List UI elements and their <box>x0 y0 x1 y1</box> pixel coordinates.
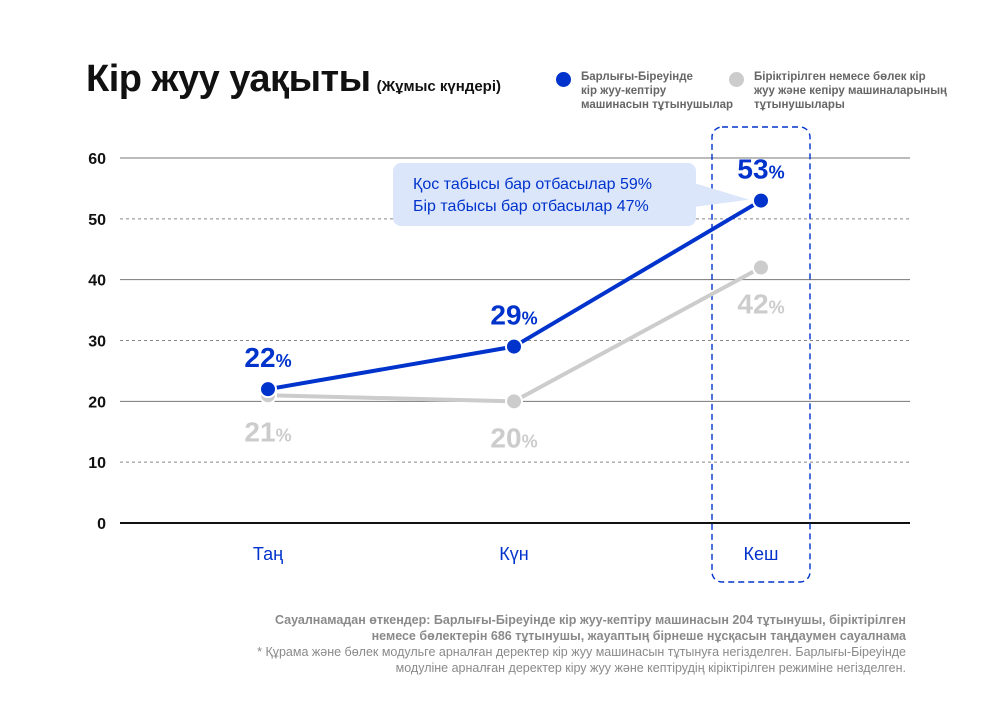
data-label: 29% <box>490 300 537 331</box>
y-tick-label: 30 <box>88 334 106 351</box>
callout-pointer <box>694 183 749 207</box>
callout-line: Қос табысы бар отбасылар 59% <box>413 176 652 193</box>
chart-subtitle: (Жұмыс күндері) <box>376 78 502 95</box>
data-point <box>505 337 523 356</box>
data-label: 53% <box>737 154 784 185</box>
data-label: 21% <box>244 416 291 447</box>
legend-label-separate: Біріктірілген немесе бөлек кір жуу және … <box>754 71 947 111</box>
data-point <box>752 258 770 277</box>
legend-label-all-in-one: Барлығы-Біреуінде кір жуу-кептіру машина… <box>581 71 734 111</box>
highlight-box <box>711 126 811 583</box>
x-tick-label: Кеш <box>744 544 779 564</box>
legend-item-separate: Біріктірілген немесе бөлек кір жуу және … <box>729 70 947 112</box>
callout: Қос табысы бар отбасылар 59% Бір табысы б… <box>393 163 749 226</box>
legend-marker-blue <box>556 72 571 87</box>
x-tick-label: Күн <box>499 544 528 564</box>
data-label: 42% <box>737 289 784 320</box>
y-tick-label: 20 <box>88 394 106 411</box>
y-tick-label: 40 <box>88 273 106 290</box>
data-point <box>259 380 277 399</box>
footnote: Сауалнамадан өткендер: Барлығы-Біреуінде… <box>257 612 906 676</box>
callout-line: Бір табысы бар отбасылар 47% <box>413 198 649 215</box>
legend-marker-gray <box>729 72 744 87</box>
series-line <box>266 198 763 392</box>
data-label: 20% <box>490 422 537 453</box>
y-tick-label: 10 <box>88 455 106 472</box>
y-tick-label: 0 <box>97 516 106 533</box>
data-point <box>752 191 770 210</box>
footnote-respondents: Сауалнамадан өткендер: Барлығы-Біреуінде… <box>274 613 906 643</box>
y-tick-label: 50 <box>88 212 106 229</box>
data-point <box>505 392 523 411</box>
legend-item-all-in-one: Барлығы-Біреуінде кір жуу-кептіру машина… <box>556 70 733 112</box>
callout-box <box>393 163 696 226</box>
chart-title: Кір жуу уақыты (Жұмыс күндері) <box>86 58 501 101</box>
footnote-note: * Құрама және бөлек модульге арналған де… <box>257 645 906 675</box>
data-label: 22% <box>244 342 291 373</box>
y-tick-label: 60 <box>88 151 106 168</box>
chart-title-text: Кір жуу уақыты <box>86 58 371 100</box>
series-line <box>266 265 763 404</box>
x-tick-label: Таң <box>253 544 283 564</box>
